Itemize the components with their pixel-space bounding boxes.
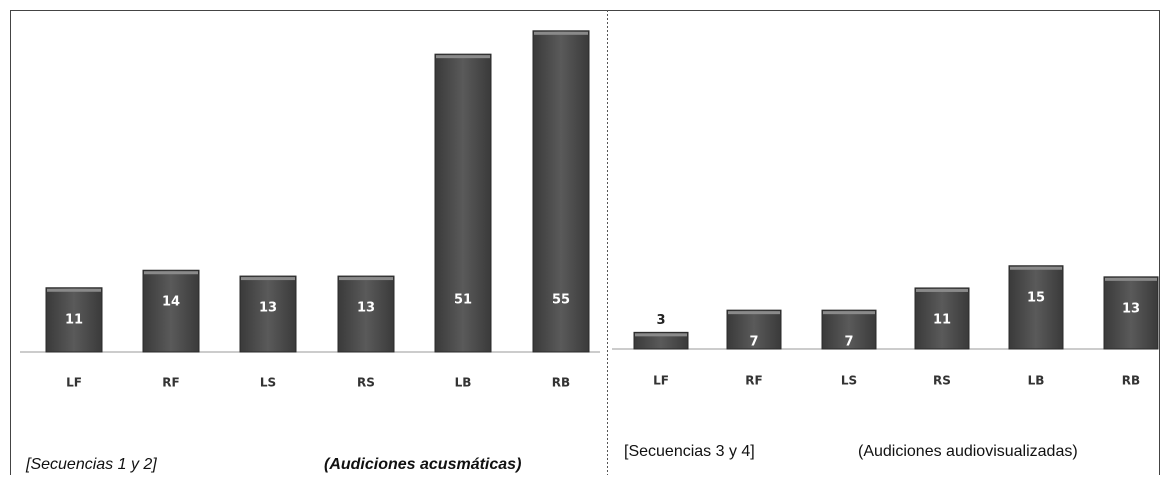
bar-cap bbox=[728, 311, 780, 315]
value-label: 13 bbox=[259, 301, 277, 316]
x-tick-label: RS bbox=[933, 374, 951, 388]
bar-cap bbox=[1105, 277, 1157, 281]
x-tick-label: RB bbox=[1122, 374, 1140, 388]
bar bbox=[434, 53, 492, 353]
frame bbox=[10, 10, 1160, 480]
bar-cap bbox=[916, 288, 968, 292]
value-label: 11 bbox=[65, 312, 83, 327]
bar bbox=[1008, 265, 1064, 350]
bar bbox=[45, 287, 103, 353]
value-label: 3 bbox=[656, 313, 665, 328]
bar bbox=[337, 275, 395, 353]
value-label: 13 bbox=[1122, 301, 1140, 316]
bar bbox=[532, 30, 590, 353]
caption-right: (Audiciones acusmáticas) bbox=[324, 456, 521, 473]
bar-cap bbox=[339, 277, 393, 281]
caption-right: (Audiciones audiovisualizadas) bbox=[858, 443, 1078, 460]
bar-cap bbox=[534, 31, 588, 35]
x-tick-label: LF bbox=[653, 374, 669, 388]
bar-cap bbox=[144, 271, 198, 275]
value-label: 7 bbox=[749, 335, 758, 350]
x-tick-label: RS bbox=[357, 376, 375, 390]
bar-cap bbox=[1010, 266, 1062, 270]
bar-cap bbox=[241, 277, 295, 281]
x-tick-label: LS bbox=[260, 376, 276, 390]
value-label: 55 bbox=[552, 293, 570, 308]
value-label: 7 bbox=[844, 335, 853, 350]
bar bbox=[633, 331, 689, 350]
x-tick-label: LB bbox=[1028, 374, 1045, 388]
caption-left: [Secuencias 1 y 2] bbox=[25, 456, 157, 473]
bar-cap bbox=[436, 55, 490, 59]
x-tick-label: LB bbox=[455, 376, 472, 390]
bar-cap bbox=[635, 333, 687, 337]
x-tick-label: LF bbox=[66, 376, 82, 390]
value-label: 14 bbox=[162, 295, 180, 310]
x-tick-label: RF bbox=[162, 376, 179, 390]
value-label: 51 bbox=[454, 293, 472, 308]
bar bbox=[726, 309, 782, 350]
x-tick-label: RB bbox=[552, 376, 570, 390]
x-tick-label: RF bbox=[745, 374, 762, 388]
bar bbox=[239, 275, 297, 353]
bar-cap bbox=[823, 311, 875, 315]
bar bbox=[821, 309, 877, 350]
value-label: 15 bbox=[1027, 290, 1045, 305]
value-label: 11 bbox=[933, 312, 951, 327]
value-label: 13 bbox=[357, 301, 375, 316]
x-tick-label: LS bbox=[841, 374, 857, 388]
bar bbox=[1103, 276, 1159, 350]
caption-left: [Secuencias 3 y 4] bbox=[624, 443, 755, 460]
bar bbox=[914, 287, 970, 350]
bar bbox=[142, 269, 200, 353]
bar-cap bbox=[47, 288, 101, 292]
